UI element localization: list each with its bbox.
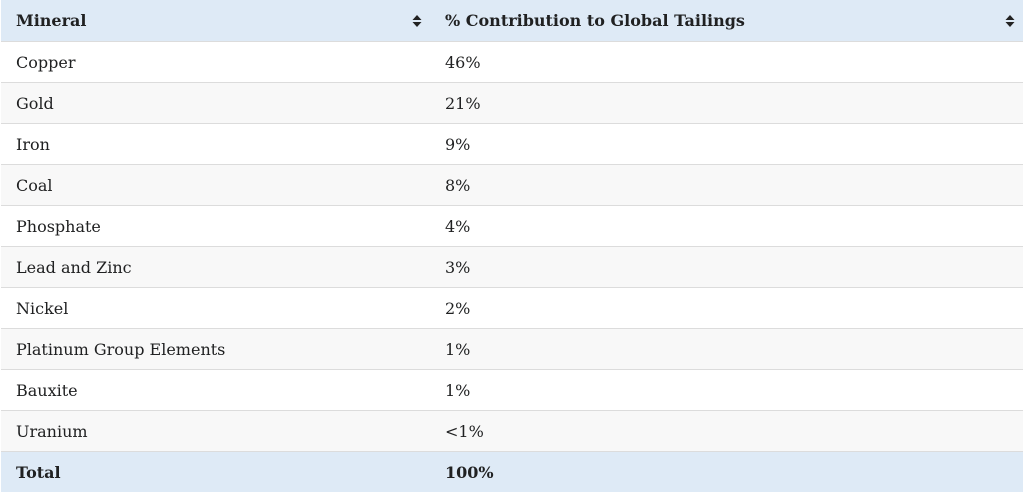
total-row: Total 100% — [1, 451, 1023, 492]
table-cell: 46% — [430, 41, 1023, 83]
sort-icon[interactable] — [1005, 14, 1015, 28]
table-cell: 1% — [430, 369, 1023, 411]
table-cell: 8% — [430, 164, 1023, 206]
table-cell: <1% — [430, 410, 1023, 452]
table-cell: 4% — [430, 205, 1023, 247]
total-cell: 100% — [430, 451, 1023, 492]
table-cell: Uranium — [1, 410, 430, 452]
total-cell: Total — [1, 451, 430, 492]
table-cell: Platinum Group Elements — [1, 328, 430, 370]
table-cell: Lead and Zinc — [1, 246, 430, 288]
table-row: Nickel 2% — [1, 287, 1023, 329]
header-text: % Contribution to Global Tailings — [445, 11, 745, 30]
table-cell: Gold — [1, 82, 430, 124]
table-cell: Bauxite — [1, 369, 430, 411]
table-cell: 2% — [430, 287, 1023, 329]
table-cell: Iron — [1, 123, 430, 165]
table-row: Iron 9% — [1, 123, 1023, 165]
table-row: Uranium <1% — [1, 410, 1023, 452]
table-cell: 3% — [430, 246, 1023, 288]
table-row: Lead and Zinc 3% — [1, 246, 1023, 288]
header-text: Mineral — [16, 11, 87, 30]
table-header: Mineral % Contribution to Global Tailing… — [1, 0, 1023, 42]
table-row: Platinum Group Elements 1% — [1, 328, 1023, 370]
table-footer: Total 100% — [1, 451, 1023, 492]
table-cell: Phosphate — [1, 205, 430, 247]
sort-icon[interactable] — [412, 14, 422, 28]
header-cell[interactable]: % Contribution to Global Tailings — [430, 0, 1023, 42]
table-cell: Coal — [1, 164, 430, 206]
table-body: Copper 46% Gold 21% Iron 9% Coal 8% Phosphate 4% L… — [1, 41, 1023, 452]
table-row: Phosphate 4% — [1, 205, 1023, 247]
table-row: Bauxite 1% — [1, 369, 1023, 411]
table-row: Coal 8% — [1, 164, 1023, 206]
header-row: Mineral % Contribution to Global Tailing… — [1, 0, 1023, 42]
table-cell: Nickel — [1, 287, 430, 329]
table-row: Copper 46% — [1, 41, 1023, 83]
table-cell: 1% — [430, 328, 1023, 370]
table-cell: 9% — [430, 123, 1023, 165]
header-cell[interactable]: Mineral — [1, 0, 430, 42]
table-cell: 21% — [430, 82, 1023, 124]
table-row: Gold 21% — [1, 82, 1023, 124]
table-cell: Copper — [1, 41, 430, 83]
